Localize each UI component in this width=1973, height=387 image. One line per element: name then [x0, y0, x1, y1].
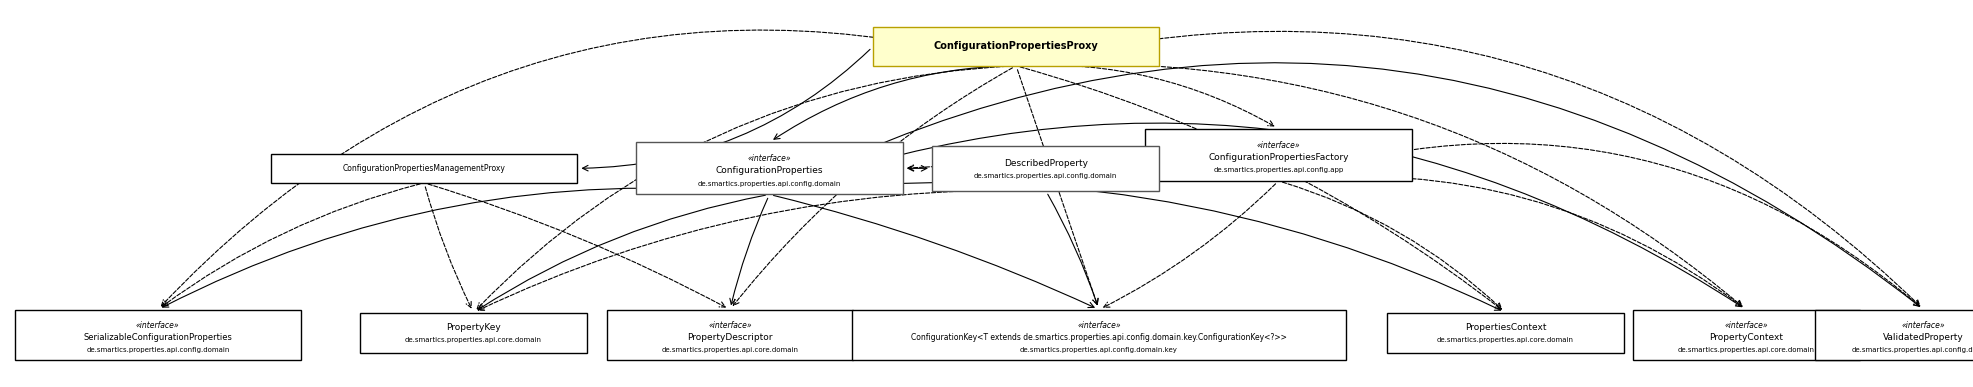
- Text: ConfigurationPropertiesProxy: ConfigurationPropertiesProxy: [933, 41, 1099, 51]
- Text: PropertyDescriptor: PropertyDescriptor: [687, 333, 773, 342]
- FancyBboxPatch shape: [872, 27, 1160, 66]
- FancyBboxPatch shape: [635, 142, 904, 195]
- Text: ConfigurationProperties: ConfigurationProperties: [716, 166, 823, 175]
- FancyBboxPatch shape: [359, 313, 588, 353]
- Text: de.smartics.properties.api.core.domain: de.smartics.properties.api.core.domain: [404, 337, 543, 343]
- Text: de.smartics.properties.api.config.app: de.smartics.properties.api.config.app: [1213, 168, 1344, 173]
- FancyBboxPatch shape: [933, 146, 1160, 191]
- Text: de.smartics.properties.api.core.domain: de.smartics.properties.api.core.domain: [661, 347, 799, 353]
- Text: «interface»: «interface»: [748, 154, 791, 163]
- Text: «interface»: «interface»: [708, 321, 752, 330]
- Text: de.smartics.properties.api.core.domain: de.smartics.properties.api.core.domain: [1436, 337, 1574, 343]
- Text: de.smartics.properties.api.config.domain: de.smartics.properties.api.config.domain: [698, 181, 840, 187]
- Text: «interface»: «interface»: [136, 321, 180, 330]
- FancyBboxPatch shape: [608, 310, 852, 360]
- Text: PropertiesContext: PropertiesContext: [1464, 324, 1547, 332]
- Text: PropertyContext: PropertyContext: [1709, 333, 1784, 342]
- Text: «interface»: «interface»: [1902, 321, 1945, 330]
- Text: ConfigurationKey<T extends de.smartics.properties.api.config.domain.key.Configur: ConfigurationKey<T extends de.smartics.p…: [912, 333, 1286, 342]
- Text: «interface»: «interface»: [1077, 321, 1121, 330]
- FancyBboxPatch shape: [16, 310, 300, 360]
- Text: de.smartics.properties.api.config.domain: de.smartics.properties.api.config.domain: [87, 347, 229, 353]
- Text: DescribedProperty: DescribedProperty: [1004, 159, 1087, 168]
- Text: SerializableConfigurationProperties: SerializableConfigurationProperties: [83, 333, 233, 342]
- Text: de.smartics.properties.api.config.domain: de.smartics.properties.api.config.domain: [975, 173, 1117, 179]
- FancyBboxPatch shape: [1634, 310, 1859, 360]
- FancyBboxPatch shape: [1387, 313, 1624, 353]
- Text: ValidatedProperty: ValidatedProperty: [1884, 333, 1963, 342]
- FancyBboxPatch shape: [272, 154, 576, 183]
- Text: ConfigurationPropertiesFactory: ConfigurationPropertiesFactory: [1207, 153, 1350, 162]
- FancyBboxPatch shape: [1815, 310, 1973, 360]
- Text: de.smartics.properties.api.config.domain: de.smartics.properties.api.config.domain: [1853, 347, 1973, 353]
- Text: «interface»: «interface»: [1257, 141, 1300, 150]
- FancyBboxPatch shape: [1144, 128, 1413, 181]
- Text: PropertyKey: PropertyKey: [446, 324, 501, 332]
- Text: de.smartics.properties.api.core.domain: de.smartics.properties.api.core.domain: [1677, 347, 1815, 353]
- Text: de.smartics.properties.api.config.domain.key: de.smartics.properties.api.config.domain…: [1020, 347, 1178, 353]
- Text: ConfigurationPropertiesManagementProxy: ConfigurationPropertiesManagementProxy: [343, 164, 505, 173]
- FancyBboxPatch shape: [852, 310, 1346, 360]
- Text: «interface»: «interface»: [1724, 321, 1768, 330]
